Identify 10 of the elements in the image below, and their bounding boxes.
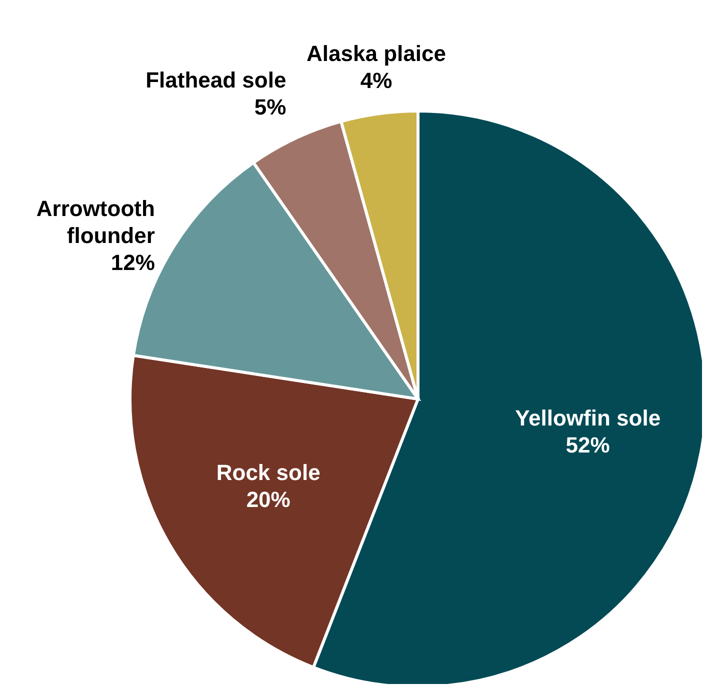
data-label: 20%	[246, 486, 290, 512]
slice-label: Arrowtooth flounder	[36, 196, 156, 248]
slice-label: Alaska plaice	[306, 40, 446, 66]
data-label: 4%	[360, 67, 392, 92]
data-label: 12%	[110, 250, 155, 275]
slice-label: Rock sole	[216, 459, 320, 484]
slice-label: Yellowfin sole	[515, 404, 661, 430]
slice-label: Flathead sole	[146, 66, 286, 92]
data-label: 5%	[254, 94, 286, 119]
data-label: 52%	[566, 432, 610, 457]
